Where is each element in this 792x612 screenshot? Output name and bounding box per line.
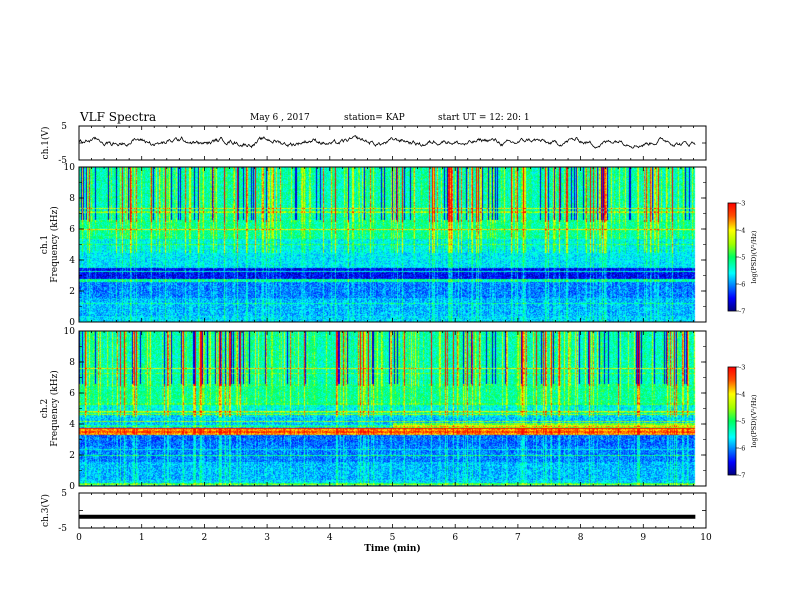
ch3-waveform-frame: [78, 492, 707, 529]
ch3-waveform-y-tick-label: 5: [61, 489, 67, 499]
ch1-spectrogram-y-tick-label: 10: [64, 163, 76, 173]
date-label: May 6 , 2017: [250, 113, 310, 123]
ch1-colorbar-tick-label: -3: [739, 200, 745, 208]
ch1-colorbar-tick-label: -6: [739, 281, 745, 289]
ch1-spectrogram-y-tick-label: 0: [69, 318, 75, 328]
ch1-waveform-y-tick-label: -5: [58, 156, 67, 166]
ch1-colorbar-label: log(PSD)(V²/Hz): [750, 230, 758, 283]
spectrogram-ch1-image: [79, 167, 706, 322]
station-label: station= KAP: [344, 113, 405, 123]
ch1-spectrogram-y-tick-label: 8: [69, 194, 75, 204]
ch2-spectrogram-y-tick-label: 6: [69, 389, 75, 399]
ch1-colorbar-tick-label: -5: [739, 254, 745, 262]
x-tick-label: 6: [452, 533, 458, 543]
ch3-waveform-ylabel: ch.3(V): [40, 494, 51, 527]
x-tick-label: 10: [700, 533, 712, 543]
x-tick-label: 0: [76, 533, 82, 543]
x-tick-label: 9: [640, 533, 646, 543]
ch3-waveform-y-tick-label: -5: [58, 524, 67, 534]
ch1-waveform-y-tick-label: 5: [61, 122, 67, 132]
x-tick-label: 7: [515, 533, 521, 543]
ch2-colorbar-tick-label: -4: [739, 391, 745, 399]
ch1-spectrogram-y-tick-label: 4: [69, 256, 75, 266]
ch2-spectrogram-y-tick-label: 0: [69, 482, 75, 492]
x-axis-label: Time (min): [364, 543, 421, 554]
ch2-spectrogram-ylabel: ch.2Frequency (kHz): [40, 370, 60, 447]
ch1-colorbar: [727, 202, 737, 312]
ch1-waveform-line: [78, 135, 696, 149]
ch2-colorbar: [727, 366, 737, 476]
ch2-colorbar-label: log(PSD)(V²/Hz): [750, 394, 758, 447]
ch1-colorbar-tick-label: -4: [739, 227, 745, 235]
x-tick-label: 8: [578, 533, 584, 543]
x-tick-label: 1: [139, 533, 145, 543]
x-tick-label: 2: [202, 533, 208, 543]
ch2-colorbar-tick-label: -3: [739, 364, 745, 372]
ch1-colorbar-tick-label: -7: [739, 308, 745, 316]
ch2-colorbar-tick-label: -6: [739, 445, 745, 453]
ch1-waveform-ylabel: ch.1(V): [40, 127, 51, 160]
ch1-spectrogram-y-tick-label: 6: [69, 225, 75, 235]
spectrogram-ch2-image: [79, 331, 706, 486]
x-tick-label: 4: [327, 533, 333, 543]
ch1-spectrogram-y-tick-label: 2: [69, 287, 75, 297]
ch2-spectrogram-y-tick-label: 4: [69, 420, 75, 430]
ch1-spectrogram-ylabel: ch.1Frequency (kHz): [40, 206, 60, 283]
x-tick-label: 5: [390, 533, 396, 543]
chart-title: VLF Spectra: [80, 110, 157, 124]
ch2-spectrogram-y-tick-label: 2: [69, 451, 75, 461]
start-time-label: start UT = 12: 20: 1: [438, 113, 530, 123]
ch2-colorbar-tick-label: -7: [739, 472, 745, 480]
x-tick-label: 3: [264, 533, 270, 543]
ch2-spectrogram-y-tick-label: 10: [64, 327, 76, 337]
ch2-spectrogram-y-tick-label: 8: [69, 358, 75, 368]
ch2-colorbar-tick-label: -5: [739, 418, 745, 426]
